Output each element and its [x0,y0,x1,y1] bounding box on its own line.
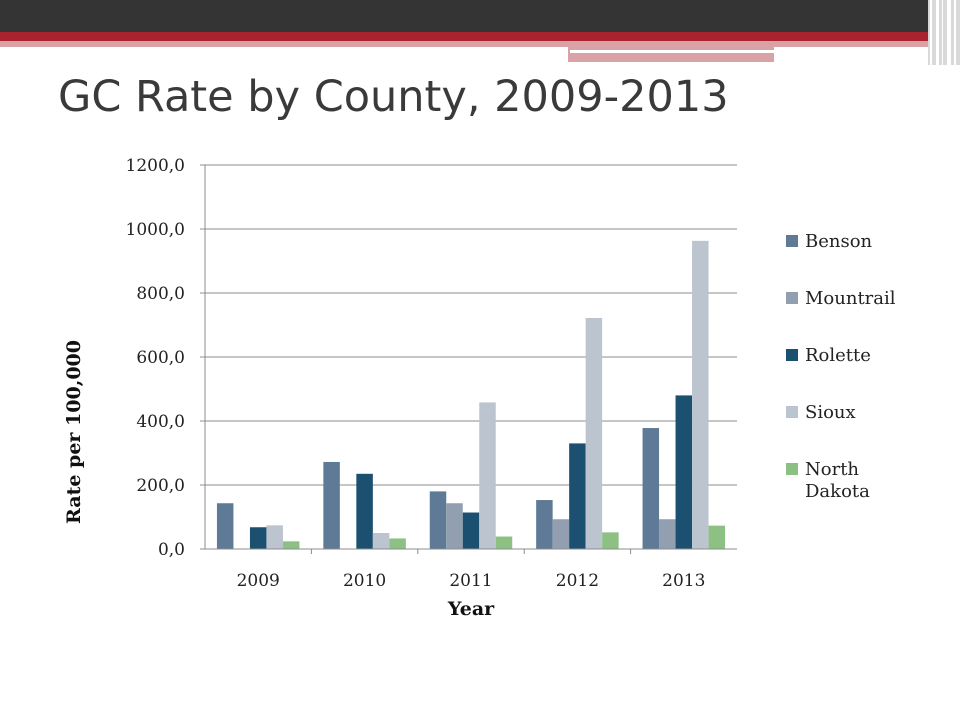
chart-legend: Benson Mountrail Rolette Sioux North Dakota [786,231,896,502]
y-axis-title: Rate per 100,000 [63,340,85,524]
bar-rolette [569,443,586,549]
x-tick-label: 2010 [343,571,386,591]
y-tick-label: 1200,0 [126,156,185,176]
header-pink-band [0,41,960,47]
bar-mountrail [446,503,463,549]
y-tick-label: 0,0 [158,540,185,560]
x-tick-label: 2012 [556,571,599,591]
bar-sioux [372,533,390,549]
legend-label: Sioux [805,402,856,423]
bar-north-dakota [602,532,619,549]
legend-label: Mountrail [805,288,896,309]
bar-benson [429,491,447,549]
chart-axes: 0,0 200,0 400,0 600,0 800,0 1000,0 1200,0 2009 2… [63,156,737,620]
bar-sioux [585,317,603,549]
bar-sioux [479,402,496,549]
bar-sioux [266,525,283,549]
bar-north-dakota [389,538,406,549]
bar-benson [642,428,660,549]
bar-rolette [462,512,480,549]
bar-mountrail [659,519,676,549]
bar-north-dakota [282,541,300,549]
bar-north-dakota [708,525,726,549]
bar-benson [216,503,234,549]
bar-benson [323,461,340,549]
bar-sioux [692,240,709,549]
x-tick-label: 2011 [449,571,492,591]
slide-title: GC Rate by County, 2009-2013 [58,72,729,122]
y-tick-label: 400,0 [136,412,185,432]
bar-rolette [675,395,693,549]
legend-swatch [786,406,798,418]
legend-label: Benson [805,231,873,252]
chart-gridlines [205,164,737,486]
legend-label: North Dakota [805,459,870,502]
bar-rolette [356,473,373,549]
bar-north-dakota [495,536,513,549]
y-tick-label: 800,0 [136,284,185,304]
legend-label: Rolette [805,345,871,366]
header-dark-band [0,0,960,32]
x-axis-title: Year [447,598,495,620]
y-tick-label: 1000,0 [126,220,185,240]
y-tick-label: 200,0 [136,476,185,496]
legend-swatch [786,349,798,361]
legend-swatch [786,292,798,304]
legend-swatch [786,463,798,475]
bar-benson [536,500,553,549]
bar-rolette [249,527,267,549]
bar-mountrail [552,519,570,549]
x-tick-label: 2013 [662,571,705,591]
x-tick-label: 2009 [237,571,280,591]
chart-bars [216,240,726,549]
header-white-line [570,50,890,53]
header-stripes-decoration [928,0,960,65]
legend-swatch [786,235,798,247]
y-tick-label: 600,0 [136,348,185,368]
header-red-band [0,32,960,41]
